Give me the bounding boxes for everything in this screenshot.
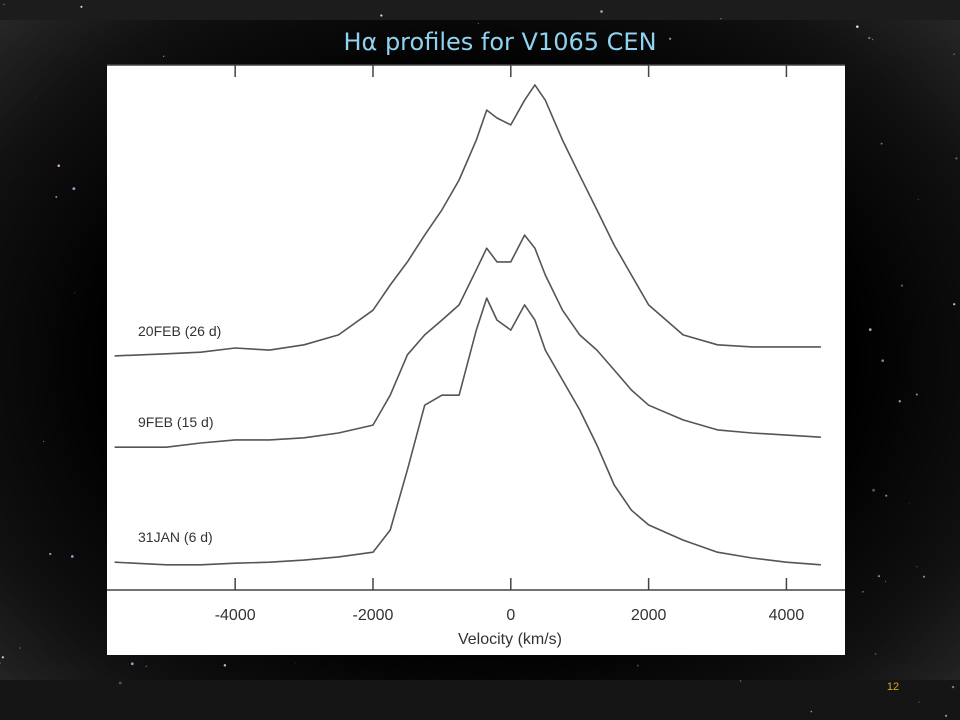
star: [55, 195, 58, 198]
star: [739, 680, 742, 682]
x-tick-label: 4000: [769, 607, 805, 624]
star: [881, 359, 884, 362]
star: [951, 685, 955, 689]
star: [953, 53, 955, 55]
star: [885, 580, 886, 582]
star: [71, 555, 74, 558]
series-label: 31JAN (6 d): [138, 529, 213, 545]
star: [80, 5, 83, 8]
star: [19, 647, 21, 649]
star: [955, 157, 958, 160]
star: [380, 14, 383, 17]
star: [908, 503, 910, 505]
star: [898, 400, 901, 403]
star: [916, 566, 918, 568]
star: [295, 662, 296, 664]
space-band: [0, 0, 960, 20]
star: [915, 393, 918, 396]
spectrum-line: [114, 297, 821, 566]
chart-title: Hα profiles for V1065 CEN: [343, 28, 656, 56]
star: [636, 664, 639, 667]
star: [145, 665, 148, 668]
star: [874, 653, 877, 655]
star: [669, 37, 672, 40]
x-tick-label: -2000: [353, 607, 394, 624]
star: [74, 292, 76, 294]
star: [0, 662, 1, 664]
x-tick-label: -4000: [215, 607, 256, 624]
series-label: 20FEB (26 d): [138, 323, 221, 339]
spectrum-line: [114, 234, 821, 448]
series-label: 9FEB (15 d): [138, 414, 213, 430]
star: [855, 25, 859, 29]
star: [868, 36, 871, 40]
star: [872, 488, 876, 492]
star: [57, 164, 61, 167]
star: [918, 701, 920, 703]
star: [953, 303, 956, 306]
star: [720, 18, 722, 20]
star: [862, 591, 864, 593]
star: [917, 198, 919, 201]
star: [868, 328, 872, 331]
star: [900, 284, 904, 287]
star: [871, 38, 874, 41]
star: [118, 681, 122, 685]
star: [810, 710, 813, 713]
star: [163, 55, 165, 57]
star: [49, 552, 52, 556]
x-tick-label: 0: [506, 607, 515, 624]
star: [922, 575, 926, 578]
star: [885, 494, 888, 497]
spectrum-line: [114, 84, 821, 357]
star: [877, 575, 880, 578]
star: [3, 3, 5, 6]
star: [42, 440, 45, 443]
star: [880, 142, 883, 145]
plot-background: [107, 65, 845, 655]
star: [9, 178, 11, 180]
space-band: [0, 680, 960, 720]
star: [600, 10, 603, 13]
slide-number: 12: [887, 681, 899, 693]
x-tick-label: 2000: [631, 607, 667, 624]
x-axis-label: Velocity (km/s): [458, 631, 562, 648]
star: [35, 97, 36, 99]
star: [477, 23, 479, 24]
star: [223, 664, 227, 667]
star: [130, 662, 134, 666]
star: [945, 714, 948, 717]
star: [1, 656, 4, 659]
star: [72, 187, 76, 191]
